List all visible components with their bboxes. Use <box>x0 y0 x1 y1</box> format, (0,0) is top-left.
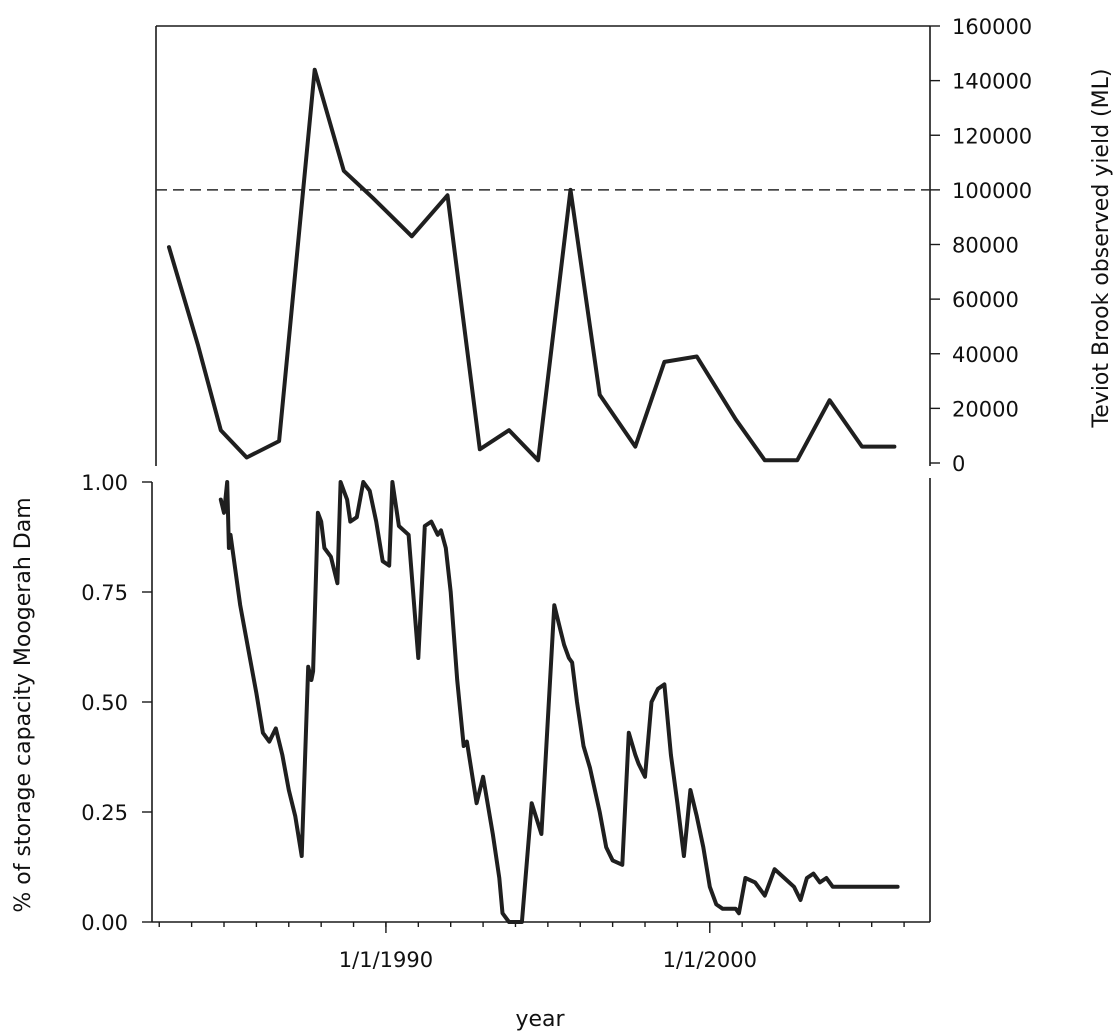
top-y-tick-label: 100000 <box>952 179 1032 203</box>
bottom-left-axis-title: % of storage capacity Moogerah Dam <box>11 497 36 912</box>
top-y-tick-label: 160000 <box>952 15 1032 39</box>
x-axis-title: year <box>515 1007 565 1032</box>
bottom-x-tick-label: 1/1/2000 <box>663 948 757 972</box>
top-right-axis-title: Teviot Brook observed yield (ML) <box>1089 69 1114 429</box>
top-y-tick-label: 60000 <box>952 288 1019 312</box>
bottom-y-tick-label: 0.50 <box>81 691 128 715</box>
top-y-tick-label: 120000 <box>952 124 1032 148</box>
bottom-x-axis-ticks: 1/1/1990 1/1/2000 <box>158 922 905 972</box>
bottom-y-tick-label: 0.00 <box>81 911 128 935</box>
bottom-x-tick-label: 1/1/1990 <box>339 948 433 972</box>
top-series-line <box>167 67 897 463</box>
top-y-tick-label: 40000 <box>952 343 1019 367</box>
top-y-tick-label: 80000 <box>952 234 1019 258</box>
top-y-tick-label: 0 <box>952 452 965 476</box>
top-y-tick-label: 20000 <box>952 397 1019 421</box>
bottom-y-tick-label: 1.00 <box>81 471 128 495</box>
bottom-y-tick-label: 0.25 <box>81 801 128 825</box>
bottom-y-tick-label: 0.75 <box>81 581 128 605</box>
top-y-tick-label: 140000 <box>952 70 1032 94</box>
top-right-axis-ticks: 0 20000 40000 60000 80000 100000 120000 140000 1… <box>930 15 1032 476</box>
bottom-series-line <box>218 480 900 924</box>
bottom-left-axis-ticks: 0.00 0.25 0.50 0.75 1.00 <box>81 471 152 935</box>
